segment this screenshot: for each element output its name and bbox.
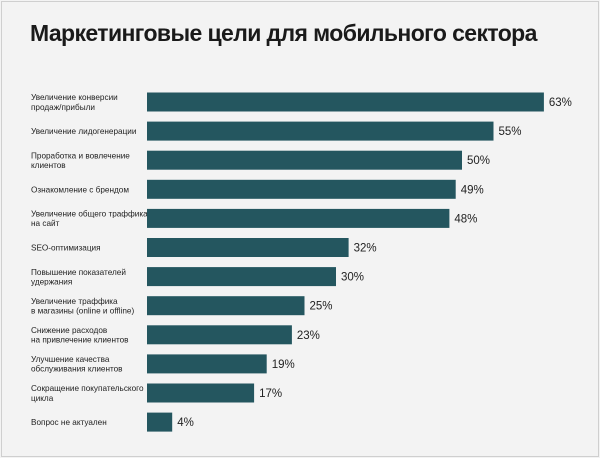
category-label: Увеличение конверсии продаж/прибыли <box>31 93 118 112</box>
bar <box>147 150 462 170</box>
value-label: 50% <box>467 155 490 167</box>
value-label: 25% <box>310 301 333 313</box>
bar <box>147 325 292 345</box>
value-label: 32% <box>354 243 377 255</box>
value-label: 19% <box>272 359 295 371</box>
value-label: 55% <box>499 126 522 138</box>
category-label: Вопрос не актуален <box>31 418 107 427</box>
bar <box>147 383 255 403</box>
bar <box>147 208 450 228</box>
bar <box>147 238 349 257</box>
category-label: Сокращение покупательского цикла <box>31 384 144 403</box>
category-label: Увеличение общего траффика на сайт <box>31 210 148 229</box>
category-label: Повышение показателей удержания <box>31 268 126 287</box>
bar <box>147 267 336 287</box>
bar <box>147 121 494 141</box>
value-label: 49% <box>461 184 484 196</box>
value-label: 4% <box>177 417 194 429</box>
value-label: 23% <box>297 330 320 342</box>
category-label: Снижение расходов на привлечение клиентов <box>31 326 129 345</box>
bar <box>147 412 173 432</box>
category-label: Проработка и вовлечение клиентов <box>31 151 130 170</box>
value-label: 48% <box>454 213 477 225</box>
chart-title: Маркетинговые цели для мобильного сектор… <box>30 20 537 46</box>
value-label: 63% <box>549 97 572 109</box>
category-label: SEO-оптимизация <box>31 244 101 253</box>
category-label: Увеличение траффика в магазины (online и … <box>31 297 134 316</box>
value-label: 30% <box>341 272 364 284</box>
category-label: Увеличение лидогенерации <box>31 127 136 136</box>
bar <box>147 296 305 316</box>
bar <box>147 179 456 199</box>
bar <box>147 92 544 112</box>
category-label: Ознакомление с брендом <box>31 185 129 194</box>
bar <box>147 354 267 374</box>
value-label: 17% <box>259 388 282 400</box>
category-label: Улучшение качества обслуживания клиентов <box>31 355 123 374</box>
